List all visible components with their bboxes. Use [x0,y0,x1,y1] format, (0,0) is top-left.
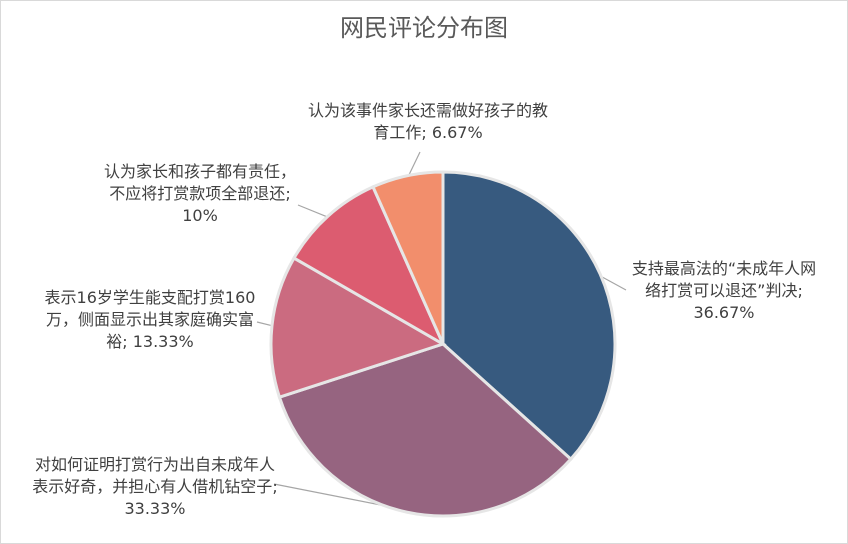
data-label-slice-3-text: 认为家长和孩子都有责任，不应将打赏款项全部退还 [103,162,296,203]
pie-slice-4 [371,170,445,345]
data-label-slice-1-text: 对如何证明打赏行为出自未成年人表示好奇，并担心有人借机钻空子 [32,455,275,496]
data-label-slice-2-text: 表示16岁学生能支配打赏160万，侧面显示出其家庭确实富裕 [44,288,256,351]
leader-line-3 [297,204,330,219]
data-label-slice-4: 认为该事件家长还需做好孩子的教育工作; 6.67% [307,101,548,142]
data-label-slice-2: 表示16岁学生能支配打赏160万，侧面显示出其家庭确实富裕; 13.33% [44,288,256,351]
data-label-slice-1: 对如何证明打赏行为出自未成年人表示好奇，并担心有人借机钻空子; 33.33% [32,455,278,518]
pie-slices [269,170,617,518]
pie-slice-2 [269,255,447,400]
pie-slice-0 [441,170,617,462]
data-label-slice-0: 支持最高法的“未成年人网络打赏可以退还”判决; 36.67% [631,259,817,322]
data-label-slice-0-text: 支持最高法的“未成年人网络打赏可以退还”判决 [631,259,817,300]
pie-slice-1 [277,342,573,518]
data-label-slice-3-value: 10% [182,206,218,225]
data-label-slice-4-value: 6.67% [431,123,483,142]
chart-title: 网民评论分布图 [340,14,508,42]
data-label-slice-4-text: 认为该事件家长还需做好孩子的教育工作 [307,101,548,142]
pie-slice-3 [291,184,447,348]
data-label-slice-1-value: 33.33% [124,499,186,518]
data-label-slice-2-value: 13.33% [132,332,194,351]
leader-line-4 [407,151,421,178]
data-label-slice-3: 认为家长和孩子都有责任，不应将打赏款项全部退还; 10% [103,162,296,225]
data-label-slice-0-value: 36.67% [693,303,755,322]
